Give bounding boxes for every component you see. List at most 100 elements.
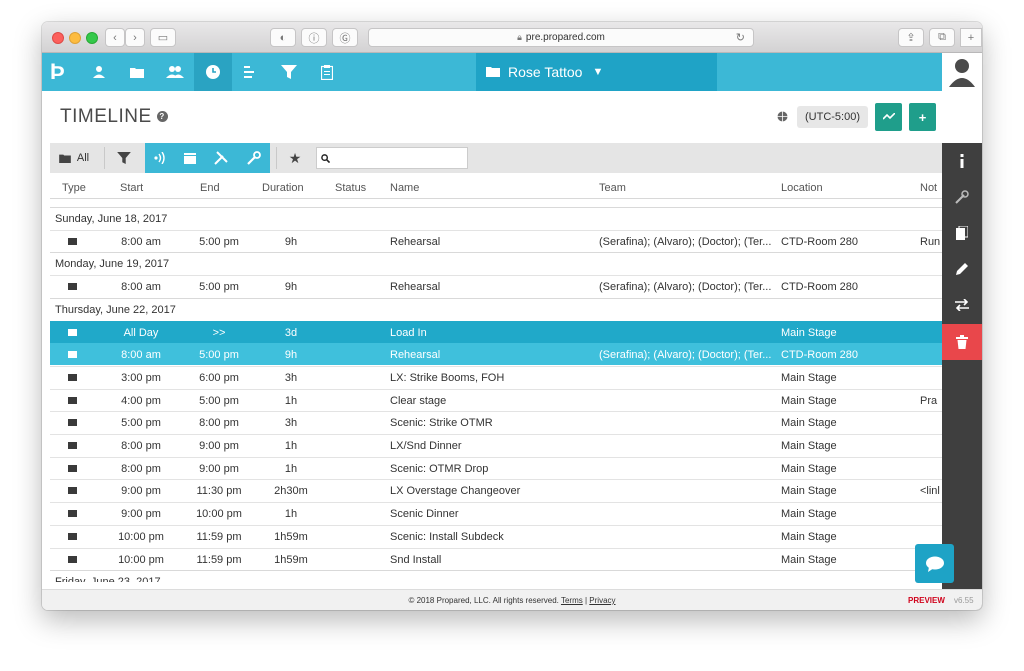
cell-start: 3:00 pm (121, 371, 161, 384)
filter-icon[interactable] (108, 143, 140, 173)
table-row[interactable]: 8:00 pm 9:00 pm 1h LX/Snd Dinner Main Stage (50, 434, 942, 456)
table-row[interactable]: 8:00 am 5:00 pm 9h Rehearsal (Serafina); (Al… (50, 229, 942, 252)
clipboard-icon[interactable] (308, 53, 346, 91)
forward-button[interactable]: › (125, 28, 145, 47)
table-row[interactable]: 10:00 pm 11:59 pm 1h59m Scenic: Install Sub… (50, 524, 942, 547)
cell-start: 4:00 pm (121, 394, 161, 407)
logo-icon[interactable]: Þ (50, 59, 65, 84)
info-icon[interactable] (942, 143, 982, 179)
broadcast-icon[interactable] (145, 143, 175, 173)
cell-duration: 2h30m (274, 485, 308, 498)
cell-name: Scenic: Strike OTMR (390, 417, 493, 430)
cell-name: LX: Strike Booms, FOH (390, 371, 505, 384)
footer-copyright: © 2018 Propared, LLC. All rights reserve… (42, 596, 982, 605)
chat-button[interactable] (915, 544, 954, 583)
calendar-icon (68, 373, 77, 381)
reload-icon[interactable]: ↻ (735, 32, 745, 44)
table-row[interactable]: 10:00 pm 11:59 pm 1h59m Snd Install Main Sta… (50, 547, 942, 570)
calendar-icon[interactable] (175, 143, 205, 173)
col-notes[interactable]: Not (920, 182, 938, 194)
cell-name: Scenic Dinner (390, 508, 459, 521)
cell-location: Main Stage (781, 326, 837, 339)
table-row[interactable]: 5:00 pm 8:00 pm 3h Scenic: Strike OTMR Main … (50, 411, 942, 433)
copy-icon[interactable] (942, 215, 982, 251)
cell-duration: 1h (284, 508, 298, 521)
cell-end: 10:00 pm (196, 508, 242, 521)
url-text: pre.propared.com (525, 32, 605, 43)
table-row[interactable]: 9:00 pm 11:30 pm 2h30m LX Overstage Changeo… (50, 479, 942, 501)
view-toggle-group (145, 143, 270, 173)
all-items-label: All (76, 152, 90, 164)
date-group-header: Monday, June 19, 2017 (50, 252, 942, 274)
table-row[interactable]: 8:00 am 5:00 pm 9h Rehearsal (Serafina); (Al… (50, 343, 942, 366)
table-row[interactable]: 4:00 pm 5:00 pm 1h Clear stage Main Stage Pra (50, 388, 942, 411)
search-input[interactable] (316, 147, 468, 169)
page-title: TIMELINE? (60, 106, 168, 128)
col-team[interactable]: Team (599, 182, 626, 194)
info-extension-icon[interactable]: ⓘ (301, 28, 327, 47)
share-icon[interactable]: ⇪ (898, 28, 924, 47)
clock-icon[interactable] (194, 53, 232, 91)
graph-button[interactable] (875, 103, 902, 131)
swap-icon[interactable] (942, 287, 982, 323)
cell-location: Main Stage (781, 485, 837, 498)
grammar-extension-icon[interactable]: Ⓖ (332, 28, 358, 47)
back-button[interactable]: ‹ (105, 28, 125, 47)
cell-end: >> (212, 326, 226, 339)
add-button[interactable]: + (909, 103, 936, 131)
table-row[interactable]: 9:00 pm 10:00 pm 1h Scenic Dinner Main Stage (50, 502, 942, 524)
col-name[interactable]: Name (390, 182, 420, 194)
cell-name: LX Overstage Changeover (390, 485, 521, 498)
table-row[interactable]: 8:00 pm 9:00 pm 1h Scenic: OTMR Drop Main St… (50, 456, 942, 479)
col-location[interactable]: Location (781, 182, 823, 194)
people-icon[interactable] (156, 53, 194, 91)
star-icon[interactable]: ★ (288, 149, 302, 166)
extension-icon[interactable]: ◐ (270, 28, 296, 47)
tools-icon[interactable] (205, 143, 237, 173)
tools-icon[interactable] (942, 179, 982, 215)
folder-icon (486, 65, 500, 80)
person-icon[interactable] (80, 53, 118, 91)
cell-duration: 1h (284, 440, 298, 452)
table-row[interactable]: 8:00 am 5:00 pm 9h Rehearsal (Serafina); (Al… (50, 275, 942, 297)
col-end[interactable]: End (200, 182, 220, 194)
cell-start: 8:00 pm (121, 462, 161, 475)
sidebar-toggle-icon[interactable]: ▭ (150, 28, 176, 47)
pencil-icon[interactable] (942, 251, 982, 287)
project-selector[interactable]: Rose Tattoo ▼ (476, 53, 717, 91)
col-status[interactable]: Status (335, 182, 367, 194)
filter-icon[interactable] (270, 53, 308, 91)
page-title-text: TIMELINE (60, 106, 152, 127)
toolbar-divider (276, 147, 277, 169)
col-duration[interactable]: Duration (262, 182, 304, 194)
trash-icon[interactable] (942, 324, 982, 360)
tabs-overview-icon[interactable]: ⧉ (929, 28, 955, 47)
terms-link[interactable]: Terms (560, 596, 583, 605)
folder-icon[interactable] (118, 53, 156, 91)
cell-end: 8:00 pm (199, 417, 239, 430)
all-items-button[interactable]: All (50, 143, 98, 173)
cell-location: Main Stage (781, 553, 837, 566)
address-bar[interactable]: 🔒︎ pre.propared.com ↻ (368, 28, 754, 47)
cell-team: (Serafina); (Alvaro); (Doctor); (Ter... (599, 235, 772, 248)
new-tab-button[interactable]: + (960, 28, 982, 47)
col-start[interactable]: Start (120, 182, 144, 194)
col-type[interactable]: Type (62, 182, 86, 194)
table-row[interactable]: All Day >> 3d Load In Main Stage (50, 320, 942, 343)
timezone-selector[interactable]: (UTC-5:00) (797, 106, 869, 128)
zoom-window-button[interactable] (86, 32, 98, 44)
avatar[interactable] (942, 53, 982, 91)
help-icon[interactable]: ? (156, 111, 168, 123)
cell-duration: 9h (284, 281, 298, 294)
cell-location: CTD-Room 280 (781, 235, 859, 248)
close-window-button[interactable] (52, 32, 64, 44)
list-icon[interactable] (232, 53, 270, 91)
wrench-icon[interactable] (237, 143, 270, 173)
cell-start: 9:00 pm (121, 485, 161, 498)
cell-name: Load In (390, 326, 427, 339)
chevron-down-icon: ▼ (592, 66, 604, 78)
minimize-window-button[interactable] (69, 32, 81, 44)
cell-duration: 3h (284, 417, 298, 430)
privacy-link[interactable]: Privacy (589, 596, 616, 605)
table-row[interactable]: 3:00 pm 6:00 pm 3h LX: Strike Booms, FOH Mai… (50, 365, 942, 388)
